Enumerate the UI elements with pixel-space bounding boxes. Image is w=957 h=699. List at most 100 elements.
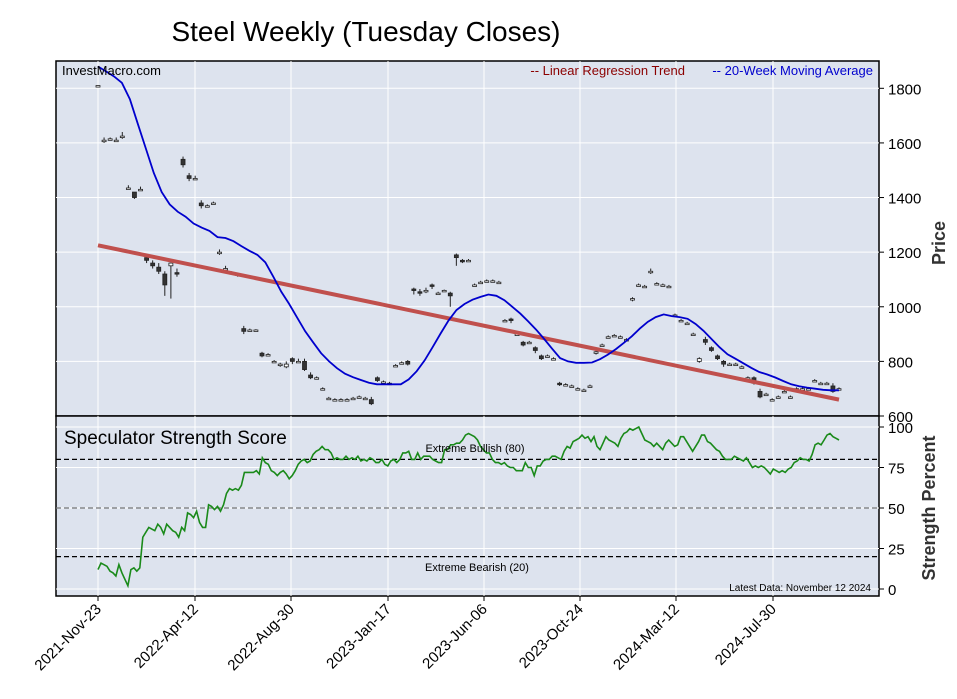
strength-tick-label: 25 xyxy=(888,542,905,559)
strength-path xyxy=(97,425,840,589)
candle-body xyxy=(180,158,186,166)
strength-tick-label: 50 xyxy=(888,501,905,518)
price-panel xyxy=(55,60,880,417)
candle-body xyxy=(429,284,435,287)
candle-body xyxy=(204,205,210,208)
candle-body xyxy=(259,352,265,357)
candle-body xyxy=(350,397,356,401)
candle-body xyxy=(125,187,131,190)
source-label: InvestMacro.com xyxy=(62,63,161,78)
candle-body xyxy=(593,351,599,354)
candle-body xyxy=(435,292,441,296)
candle-body xyxy=(666,285,672,289)
candle-body xyxy=(156,266,162,272)
candle-body xyxy=(119,135,125,138)
x-tick-label: 2024-Mar-12 xyxy=(610,601,683,674)
candle-body xyxy=(320,388,326,391)
candle-body xyxy=(478,281,484,285)
candle-body xyxy=(417,291,423,294)
candle-body xyxy=(806,388,812,391)
candle-body xyxy=(405,360,411,365)
x-tick-label: 2022-Aug-30 xyxy=(224,601,297,674)
candle-body xyxy=(241,328,247,332)
candle-body xyxy=(775,396,781,399)
candle-body xyxy=(271,360,277,364)
candle-body xyxy=(654,283,660,286)
candle-body xyxy=(569,385,575,388)
candle-body xyxy=(192,178,198,181)
candle-body xyxy=(781,391,787,394)
strength-levels xyxy=(56,458,879,558)
x-tick-label: 2024-Jul-30 xyxy=(712,601,780,669)
price-tick-label: 1000 xyxy=(888,300,921,317)
candle-body xyxy=(186,175,192,179)
candle-body xyxy=(490,280,496,283)
candle-body xyxy=(107,138,113,141)
candle-body xyxy=(563,384,569,387)
candle-body xyxy=(144,257,149,261)
candle-body xyxy=(496,281,502,285)
candle-body xyxy=(660,284,666,287)
candle-body xyxy=(502,320,508,323)
x-tick-label: 2023-Jan-17 xyxy=(323,601,395,673)
strength-title: Speculator Strength Score xyxy=(64,428,287,449)
price-candles xyxy=(95,85,842,406)
price-tick-label: 1600 xyxy=(888,136,921,153)
candle-body xyxy=(605,336,611,339)
candle-body xyxy=(617,336,623,339)
price-tick-label: 600 xyxy=(888,409,913,426)
candle-body xyxy=(678,320,684,323)
regression-trend-line xyxy=(97,243,840,402)
candle-body xyxy=(283,363,289,368)
candle-body xyxy=(715,355,720,360)
candle-body xyxy=(757,391,763,398)
price-axis-label: Price xyxy=(929,221,949,265)
candle-body xyxy=(460,259,465,263)
strength-tick-label: 100 xyxy=(888,420,913,437)
strength-axis-ticks: 0 25 50 75 100 xyxy=(879,420,913,599)
candle-body xyxy=(508,318,514,321)
candle-body xyxy=(788,396,793,399)
price-tick-label: 1400 xyxy=(888,191,921,208)
candle-body xyxy=(727,363,733,367)
candle-body xyxy=(211,202,216,205)
candle-body xyxy=(812,380,818,383)
candle-body xyxy=(545,355,550,358)
candle-body xyxy=(709,347,714,351)
candle-body xyxy=(399,362,405,365)
candle-body xyxy=(818,382,824,386)
candle-body xyxy=(326,397,332,401)
candle-body xyxy=(587,385,593,388)
price-tick-label: 1800 xyxy=(888,81,921,98)
candle-body xyxy=(314,377,320,380)
price-grid xyxy=(56,61,879,416)
candle-body xyxy=(472,284,477,287)
candle-body xyxy=(362,397,368,401)
regression-trend-path xyxy=(97,243,840,402)
x-tick-label: 2023-Oct-24 xyxy=(516,601,587,672)
candle-body xyxy=(174,272,180,275)
price-tick-label: 800 xyxy=(888,354,913,371)
strength-tick-label: 75 xyxy=(888,461,905,478)
candle-body xyxy=(332,399,338,402)
candle-body xyxy=(642,285,648,289)
price-axis-ticks: 600 800 1000 1200 1400 1600 1800 xyxy=(879,81,921,426)
price-tick-label: 1200 xyxy=(888,245,921,262)
candle-body xyxy=(302,360,307,370)
bullish-label: Extreme Bullish (80) xyxy=(425,443,524,455)
candle-body xyxy=(374,377,380,381)
candle-body xyxy=(763,393,769,397)
moving-average-path xyxy=(97,65,839,392)
bearish-label: Extreme Bearish (20) xyxy=(425,562,529,574)
strength-score-line xyxy=(97,425,840,589)
candle-body xyxy=(198,202,204,207)
candle-body xyxy=(696,358,702,362)
candle-body xyxy=(484,280,490,283)
candle-body xyxy=(830,385,836,392)
candle-body xyxy=(447,292,453,297)
candle-body xyxy=(393,365,399,368)
candle-body xyxy=(423,289,429,293)
candle-body xyxy=(217,251,222,255)
candle-body xyxy=(381,381,386,384)
